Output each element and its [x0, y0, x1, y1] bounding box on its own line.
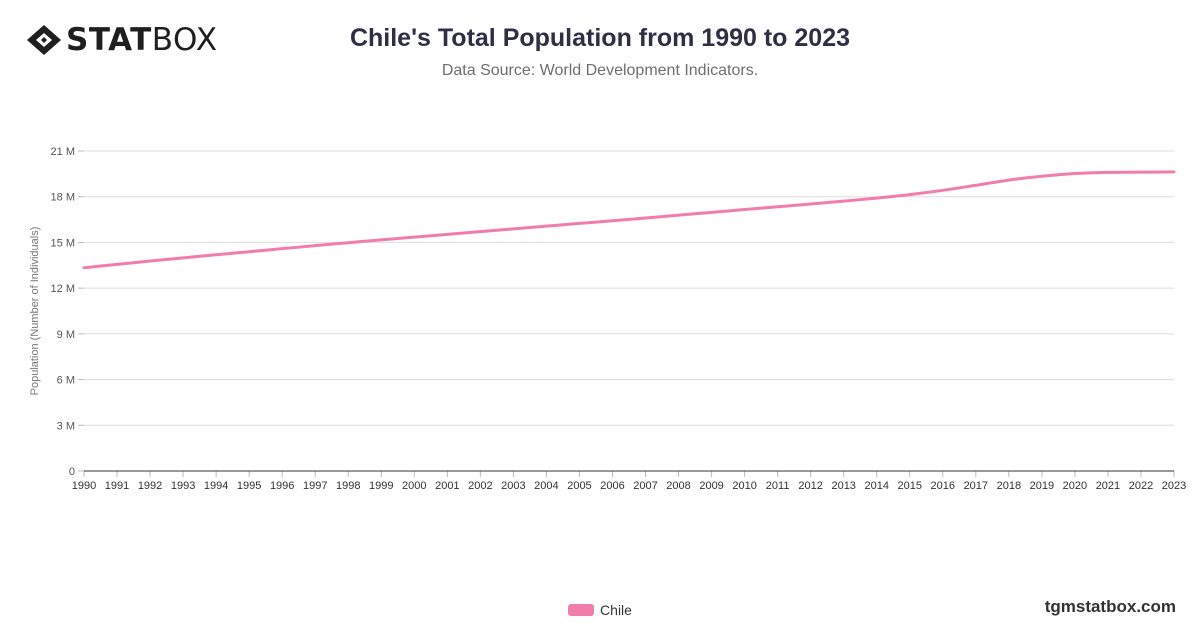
x-tick-label: 1991 [105, 480, 129, 492]
x-tick-label: 2017 [964, 480, 988, 492]
x-tick-label: 2015 [898, 480, 922, 492]
data-point[interactable] [1137, 168, 1145, 176]
logo-text: STATBOX [66, 21, 218, 58]
data-point[interactable] [179, 254, 187, 262]
data-point[interactable] [311, 242, 319, 250]
data-point[interactable] [675, 211, 683, 219]
watermark: tgmstatbox.com [1044, 597, 1176, 616]
y-tick-label: 12 M [51, 283, 75, 295]
legend[interactable]: Chile [0, 602, 1200, 618]
x-tick-label: 2023 [1162, 480, 1186, 492]
x-tick-label: 2002 [468, 480, 492, 492]
grid-lines [84, 150, 1174, 426]
data-point[interactable] [939, 186, 947, 194]
y-tick-label: 3 M [57, 420, 75, 432]
x-tick-label: 1990 [72, 480, 96, 492]
y-axis-label: Population (Number of Individuals) [29, 227, 41, 396]
x-tick-label: 2013 [831, 480, 855, 492]
x-tick-label: 2003 [501, 480, 525, 492]
x-tick-label: 1996 [270, 480, 294, 492]
data-point[interactable] [212, 251, 220, 259]
data-point[interactable] [410, 233, 418, 241]
x-axis-ticks: 1990 1991 1992 1993 1994 1995 1996 1997 1998 1999… [72, 471, 1186, 492]
y-tick-label: 21 M [51, 146, 75, 158]
x-tick-label: 1999 [369, 480, 393, 492]
data-point[interactable] [509, 225, 517, 233]
x-tick-label: 2006 [600, 480, 624, 492]
data-point[interactable] [443, 230, 451, 238]
data-point[interactable] [906, 191, 914, 199]
data-point[interactable] [642, 214, 650, 222]
logo-text-bold: STAT [66, 21, 152, 58]
x-tick-label: 2012 [798, 480, 822, 492]
data-point[interactable] [542, 222, 550, 230]
data-point[interactable] [1104, 168, 1112, 176]
x-tick-label: 1997 [303, 480, 327, 492]
logo-text-light: BOX [151, 21, 218, 58]
data-point[interactable] [146, 257, 154, 265]
chart-subtitle: Data Source: World Development Indicator… [441, 62, 759, 79]
data-point[interactable] [741, 206, 749, 214]
y-tick-label: 9 M [57, 329, 75, 341]
x-tick-label: 1992 [138, 480, 162, 492]
x-tick-label: 1995 [237, 480, 261, 492]
x-tick-label: 2007 [633, 480, 657, 492]
x-tick-label: 2008 [666, 480, 690, 492]
x-tick-label: 2011 [766, 480, 790, 492]
legend-label-chile: Chile [600, 602, 632, 618]
y-axis-ticks: 0 3 M 6 M 9 M 12 M 15 M 18 M 21 M [51, 146, 84, 478]
data-point[interactable] [774, 203, 782, 211]
diamond-logo-icon [27, 25, 61, 55]
series-group [80, 168, 1178, 272]
x-tick-label: 2018 [997, 480, 1021, 492]
data-point[interactable] [1071, 170, 1079, 178]
x-tick-label: 2016 [931, 480, 955, 492]
data-point[interactable] [1170, 168, 1178, 176]
y-tick-label: 15 M [51, 237, 75, 249]
data-point[interactable] [113, 260, 121, 268]
x-tick-label: 1993 [171, 480, 195, 492]
chart-title: Chile's Total Population from 1990 to 20… [349, 24, 851, 52]
x-tick-label: 2005 [567, 480, 591, 492]
x-tick-label: 2014 [864, 480, 888, 492]
data-point[interactable] [377, 236, 385, 244]
y-tick-label: 0 [69, 466, 75, 478]
data-point[interactable] [873, 194, 881, 202]
data-point[interactable] [1005, 176, 1013, 184]
x-tick-label: 2001 [435, 480, 459, 492]
data-point[interactable] [476, 228, 484, 236]
data-point[interactable] [708, 208, 716, 216]
data-point[interactable] [1038, 172, 1046, 180]
x-tick-label: 2000 [402, 480, 426, 492]
x-tick-label: 2019 [1030, 480, 1054, 492]
y-tick-label: 6 M [57, 375, 75, 387]
x-tick-label: 1998 [336, 480, 360, 492]
y-tick-label: 18 M [51, 192, 75, 204]
x-tick-label: 2020 [1063, 480, 1087, 492]
data-point[interactable] [575, 219, 583, 227]
data-point[interactable] [344, 239, 352, 247]
x-tick-label: 2022 [1129, 480, 1153, 492]
statbox-logo: STATBOX [26, 22, 218, 58]
data-point[interactable] [278, 245, 286, 253]
data-point[interactable] [972, 181, 980, 189]
x-tick-label: 2004 [534, 480, 558, 492]
x-tick-label: 2010 [732, 480, 756, 492]
series-line-chile[interactable] [82, 170, 1176, 270]
x-tick-label: 1994 [204, 480, 228, 492]
x-tick-label: 2009 [699, 480, 723, 492]
data-point[interactable] [245, 248, 253, 256]
data-point[interactable] [608, 217, 616, 225]
data-point[interactable] [80, 264, 88, 272]
legend-swatch-chile [568, 604, 595, 616]
x-tick-label: 2021 [1096, 480, 1120, 492]
data-point[interactable] [807, 200, 815, 208]
data-point[interactable] [840, 197, 848, 205]
